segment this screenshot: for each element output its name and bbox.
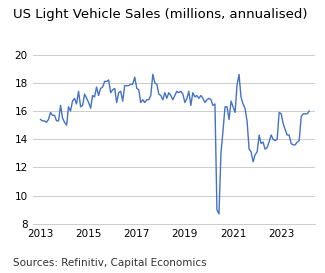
Text: US Light Vehicle Sales (millions, annualised): US Light Vehicle Sales (millions, annual… xyxy=(13,8,307,21)
Text: Sources: Refinitiv, Capital Economics: Sources: Refinitiv, Capital Economics xyxy=(13,257,207,268)
